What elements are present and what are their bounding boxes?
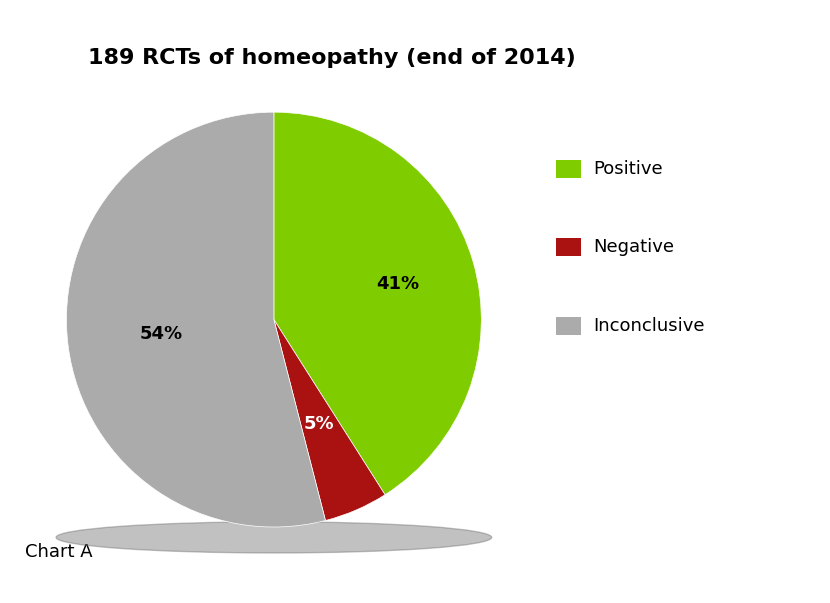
Text: 5%: 5% [304, 415, 334, 434]
Text: 54%: 54% [139, 325, 183, 343]
Text: 41%: 41% [376, 275, 419, 292]
Text: Negative: Negative [593, 238, 675, 256]
FancyBboxPatch shape [556, 238, 581, 256]
Wedge shape [274, 112, 481, 494]
Text: Inconclusive: Inconclusive [593, 317, 705, 335]
Text: Chart A: Chart A [25, 543, 92, 561]
Wedge shape [66, 112, 325, 527]
Ellipse shape [56, 522, 491, 553]
FancyBboxPatch shape [556, 160, 581, 178]
FancyBboxPatch shape [556, 317, 581, 335]
Wedge shape [274, 320, 385, 520]
Text: 189 RCTs of homeopathy (end of 2014): 189 RCTs of homeopathy (end of 2014) [88, 48, 576, 68]
Text: Positive: Positive [593, 160, 663, 178]
